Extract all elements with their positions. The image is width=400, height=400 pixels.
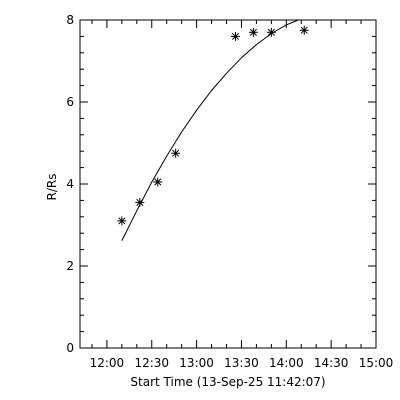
data-points	[117, 25, 309, 226]
fit-curve-group	[121, 19, 299, 241]
y-tick-label: 6	[66, 95, 74, 109]
data-point	[117, 216, 127, 226]
x-tick-label: 15:00	[359, 356, 394, 370]
y-tick-label: 0	[66, 341, 74, 355]
y-axis-label: R/Rs	[45, 174, 59, 201]
data-point	[135, 197, 145, 207]
y-axis: 0 2 4 6 8	[66, 13, 376, 355]
data-point	[299, 25, 309, 35]
x-tick-label: 14:30	[314, 356, 349, 370]
data-point	[171, 148, 181, 158]
x-axis-label: Start Time (13-Sep-25 11:42:07)	[130, 375, 325, 389]
x-tick-label: 12:00	[90, 356, 125, 370]
x-tick-label: 13:00	[179, 356, 214, 370]
x-tick-label: 13:30	[224, 356, 259, 370]
data-point	[266, 27, 276, 37]
data-point	[230, 31, 240, 41]
plot-frame	[79, 19, 377, 349]
y-tick-label: 2	[66, 259, 74, 273]
data-point	[153, 177, 163, 187]
x-tick-label: 14:00	[269, 356, 304, 370]
x-axis: 12:00 12:30 13:00 13:30 14:00 14:30 15:00	[90, 20, 394, 370]
data-point	[248, 27, 258, 37]
x-tick-label: 12:30	[134, 356, 169, 370]
y-tick-label: 8	[66, 13, 74, 27]
fit-line	[121, 19, 299, 241]
y-tick-label: 4	[66, 177, 74, 191]
